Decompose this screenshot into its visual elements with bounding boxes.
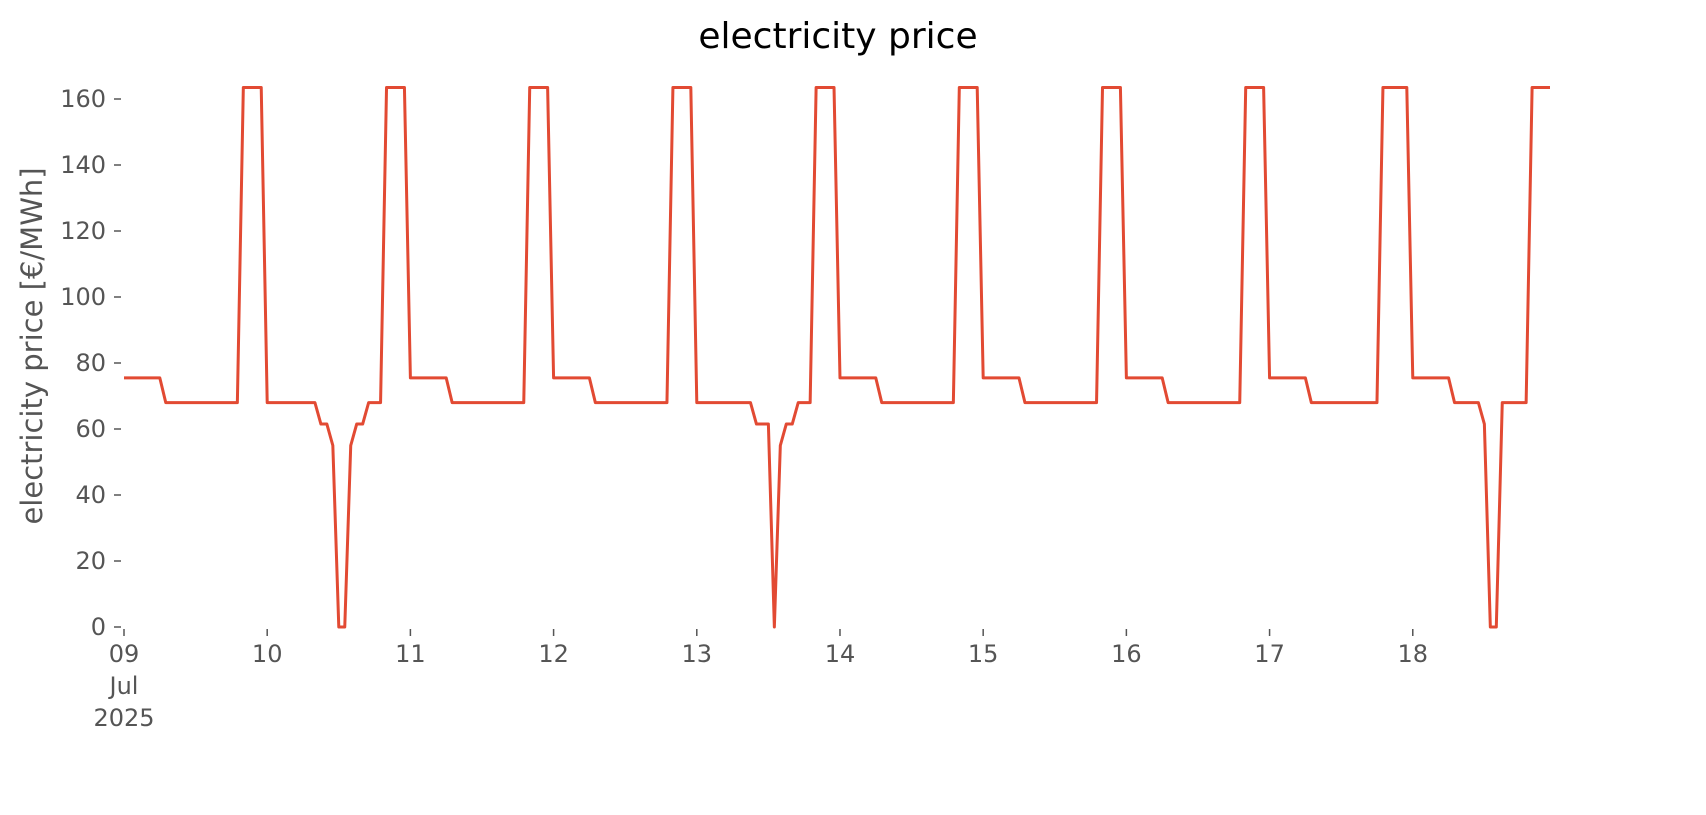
x-tick-label: 10 — [252, 640, 283, 668]
y-tick-label: 100 — [60, 283, 106, 311]
chart-title: electricity price — [698, 16, 977, 57]
x-tick-label: 13 — [682, 640, 713, 668]
x-tick-label: 14 — [825, 640, 856, 668]
y-tick-label: 20 — [75, 547, 106, 575]
y-tick-label: 160 — [60, 85, 106, 113]
x-tick-label: 15 — [968, 640, 999, 668]
x-tick-label: 11 — [395, 640, 426, 668]
x-tick-label: 16 — [1111, 640, 1142, 668]
price-line — [124, 85, 1550, 629]
x-tick-label: 17 — [1254, 640, 1285, 668]
y-tick-label: 80 — [75, 349, 106, 377]
y-tick-label: 60 — [75, 415, 106, 443]
x-tick-label: 12 — [538, 640, 569, 668]
y-tick-label: 140 — [60, 151, 106, 179]
y-tick-label: 0 — [91, 613, 106, 641]
y-tick-label: 120 — [60, 217, 106, 245]
y-axis-label: electricity price [€/MWh] — [15, 167, 49, 524]
y-tick-label: 40 — [75, 481, 106, 509]
x-tick-label: 18 — [1397, 640, 1428, 668]
x-tick-label: 09 Jul 2025 — [93, 640, 154, 732]
